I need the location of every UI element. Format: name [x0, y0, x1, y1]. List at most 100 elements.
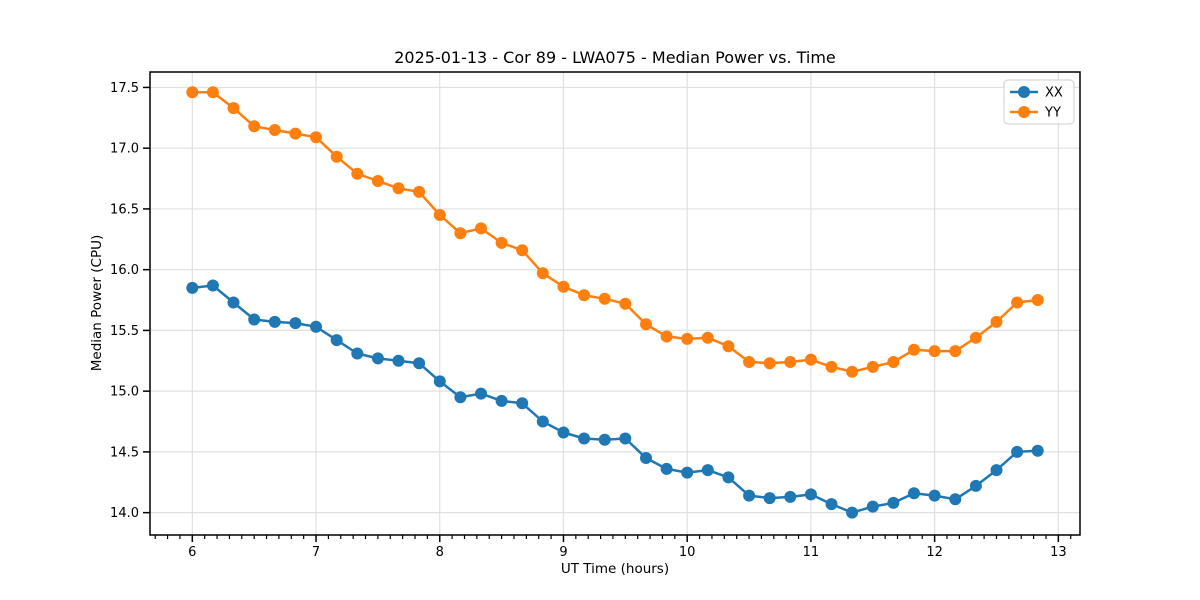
y-tick-label: 17.0	[110, 142, 139, 157]
data-point-yy	[413, 185, 426, 198]
data-point-yy	[248, 120, 261, 133]
data-point-xx	[598, 433, 611, 446]
data-point-yy	[804, 353, 817, 366]
data-point-yy	[392, 182, 405, 195]
data-point-xx	[887, 496, 900, 509]
data-point-yy	[227, 102, 240, 115]
data-point-yy	[475, 222, 487, 235]
data-point-xx	[969, 479, 982, 492]
data-point-xx	[516, 397, 529, 410]
data-point-yy	[784, 356, 797, 368]
y-tick-label: 17.5	[110, 81, 139, 96]
legend: XX YY	[1003, 79, 1075, 125]
y-tick-label: 14.5	[110, 445, 139, 460]
data-point-xx	[206, 279, 219, 292]
data-point-yy	[495, 236, 508, 249]
legend-marker-yy	[1018, 106, 1030, 118]
data-point-yy	[371, 175, 384, 187]
data-point-xx	[454, 391, 467, 404]
data-point-yy	[846, 365, 859, 378]
x-tick-label: 13	[1050, 545, 1067, 560]
data-point-xx	[578, 432, 591, 445]
data-point-yy	[763, 357, 776, 370]
data-point-yy	[310, 131, 322, 144]
series-yy	[186, 86, 1044, 378]
data-point-xx	[619, 432, 632, 445]
data-point-xx	[990, 464, 1003, 477]
data-point-xx	[495, 394, 508, 407]
y-tick-label: 16.5	[110, 202, 139, 217]
data-point-yy	[887, 356, 900, 368]
y-tick-label: 14.0	[110, 506, 139, 521]
x-tick-label: 9	[559, 545, 567, 560]
data-point-yy	[351, 167, 364, 180]
data-point-xx	[227, 296, 240, 309]
data-point-xx	[640, 452, 652, 464]
series-xx	[186, 279, 1044, 519]
data-point-xx	[784, 490, 797, 503]
data-point-yy	[516, 244, 529, 257]
chart-title: 2025-01-13 - Cor 89 - LWA075 - Median Po…	[394, 48, 836, 67]
data-point-xx	[908, 487, 920, 500]
x-tick-label: 7	[312, 545, 320, 560]
data-point-xx	[722, 471, 735, 484]
data-point-xx	[186, 281, 199, 294]
data-point-yy	[825, 360, 838, 373]
data-point-yy	[557, 280, 570, 293]
data-point-xx	[763, 492, 776, 505]
data-point-xx	[557, 426, 570, 439]
x-tick-label: 6	[188, 545, 196, 560]
data-point-xx	[289, 317, 302, 330]
data-point-xx	[536, 415, 549, 428]
data-point-xx	[330, 334, 343, 347]
data-point-xx	[248, 313, 261, 326]
data-point-yy	[619, 297, 632, 310]
y-tick-label: 15.5	[110, 324, 139, 339]
data-point-xx	[268, 315, 281, 328]
data-point-yy	[990, 315, 1003, 328]
data-point-xx	[1031, 444, 1044, 457]
data-point-xx	[310, 320, 322, 333]
data-point-yy	[969, 331, 982, 344]
data-point-yy	[289, 127, 302, 140]
axes-frame	[149, 71, 1081, 536]
data-point-yy	[866, 360, 879, 373]
y-tick-label: 15.0	[110, 385, 139, 400]
data-point-xx	[846, 506, 859, 519]
data-point-xx	[1011, 445, 1024, 458]
data-point-yy	[1031, 294, 1044, 306]
data-point-xx	[701, 464, 714, 477]
data-point-xx	[475, 387, 487, 400]
data-point-yy	[454, 227, 467, 240]
x-tick-label: 8	[436, 545, 444, 560]
y-tick-label: 16.0	[110, 263, 139, 278]
x-axis-minor-ticks	[154, 535, 1072, 539]
data-point-xx	[392, 354, 405, 367]
data-point-xx	[413, 357, 426, 370]
data-point-xx	[371, 352, 384, 365]
data-point-yy	[928, 345, 941, 358]
legend-marker-xx	[1018, 86, 1030, 98]
data-point-xx	[866, 500, 879, 513]
legend-label-yy: YY	[1044, 106, 1061, 121]
data-point-xx	[351, 347, 364, 360]
data-point-xx	[804, 488, 817, 501]
series-line-xx	[191, 284, 1039, 514]
legend-box	[1003, 79, 1075, 125]
data-point-yy	[206, 86, 219, 99]
data-point-xx	[433, 375, 446, 388]
data-point-yy	[330, 150, 343, 163]
data-point-yy	[681, 332, 694, 345]
y-axis-ticks: 14.0 14.5 15.0 15.5 16.0 16.5 17.0 17.5	[110, 81, 150, 521]
x-tick-label: 11	[803, 545, 820, 560]
data-point-yy	[598, 292, 611, 305]
x-tick-label: 10	[679, 545, 696, 560]
data-point-yy	[743, 356, 756, 368]
x-tick-label: 12	[926, 545, 943, 560]
data-point-yy	[578, 289, 591, 302]
data-point-yy	[268, 124, 281, 136]
data-point-yy	[949, 345, 962, 358]
data-point-yy	[908, 343, 920, 356]
